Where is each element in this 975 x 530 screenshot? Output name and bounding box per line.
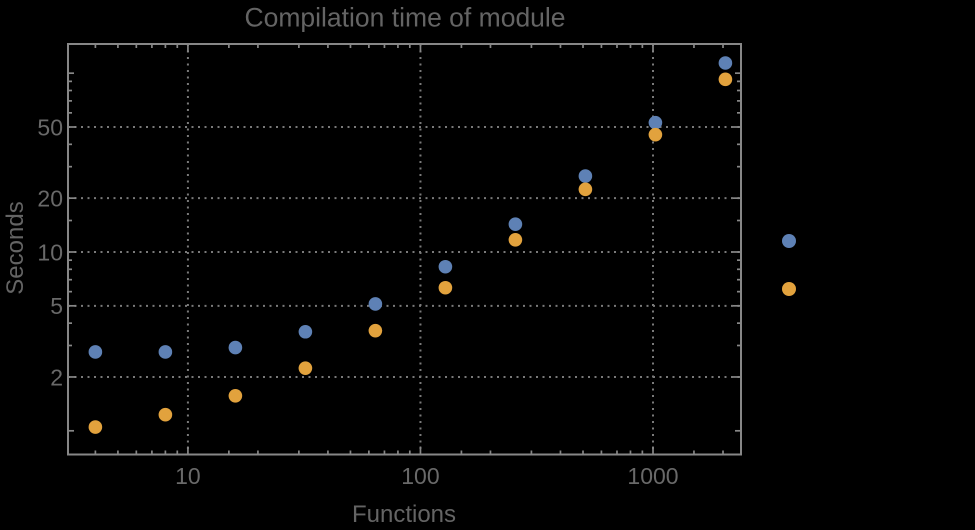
data-point: [88, 345, 103, 359]
data-point: [298, 361, 313, 375]
data-point: [368, 297, 383, 311]
data-point: [298, 324, 313, 339]
y-tick-label: 10: [37, 239, 63, 265]
data-point: [718, 72, 733, 87]
data-point: [508, 217, 523, 232]
data-point: [718, 56, 733, 70]
legend-marker-orange: [782, 282, 796, 296]
series-orange: [88, 72, 733, 434]
y-tick-label: 2: [50, 364, 63, 390]
x-tick-label: 1000: [627, 463, 678, 489]
data-point: [88, 420, 103, 434]
tick-labels: 10 100 1000 2 5 10 20 50: [37, 114, 678, 489]
y-tick-label: 5: [50, 293, 63, 319]
data-points: [88, 56, 733, 434]
x-tick-label: 10: [175, 463, 201, 489]
data-point: [578, 182, 593, 197]
y-tick-label: 50: [37, 114, 63, 140]
data-point: [648, 127, 663, 142]
plot-frame: [67, 43, 742, 456]
x-axis-label: Functions: [352, 501, 456, 525]
data-point: [158, 345, 173, 359]
series-blue: [88, 56, 733, 359]
data-point: [648, 115, 663, 130]
data-point: [368, 323, 383, 338]
legend-marker-blue: [782, 234, 796, 248]
data-point: [228, 388, 243, 403]
data-point: [228, 340, 243, 355]
y-tick-label: 20: [37, 185, 63, 211]
legend: [782, 234, 796, 296]
data-point: [578, 169, 593, 183]
data-point: [508, 232, 523, 247]
x-tick-label: 100: [401, 463, 439, 489]
y-axis-label: Seconds: [2, 201, 29, 294]
chart-title: Compilation time of module: [244, 3, 565, 33]
data-point: [158, 407, 173, 422]
data-point: [438, 280, 453, 295]
data-point: [438, 259, 453, 274]
axis-ticks: [68, 44, 741, 455]
gridlines: [68, 44, 741, 455]
